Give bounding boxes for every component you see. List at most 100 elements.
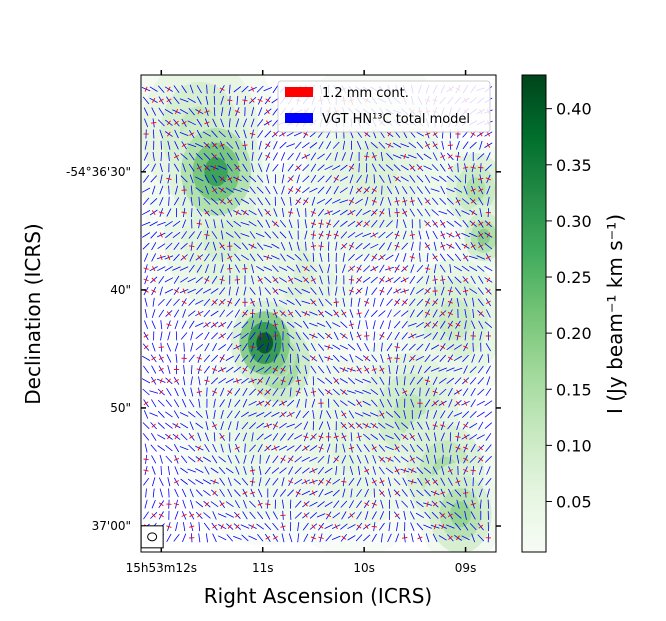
vgt-vector bbox=[356, 511, 362, 520]
vgt-vector bbox=[416, 208, 423, 217]
cont-vector bbox=[295, 199, 301, 204]
vgt-vector bbox=[272, 377, 279, 385]
vgt-vector bbox=[273, 297, 278, 307]
vgt-vector bbox=[362, 232, 372, 237]
vgt-vector bbox=[272, 163, 279, 172]
cont-vector bbox=[341, 423, 347, 428]
emission-peak bbox=[418, 462, 496, 552]
cont-vector bbox=[265, 503, 271, 505]
vgt-vector bbox=[335, 241, 338, 251]
cont-vector bbox=[356, 221, 362, 227]
vgt-vector bbox=[431, 176, 440, 182]
vgt-vector bbox=[144, 118, 149, 128]
vgt-vector bbox=[142, 232, 151, 238]
vgt-vector bbox=[416, 309, 424, 318]
cont-vector bbox=[310, 222, 317, 226]
vgt-vector bbox=[151, 163, 157, 172]
vgt-vector bbox=[302, 343, 309, 352]
vgt-vector bbox=[203, 298, 211, 306]
vgt-vector bbox=[416, 141, 424, 149]
vgt-vector bbox=[257, 219, 264, 228]
vgt-vector bbox=[234, 129, 240, 139]
cont-vector bbox=[143, 334, 149, 338]
vgt-vector bbox=[301, 456, 310, 462]
vgt-vector bbox=[159, 197, 164, 206]
cont-vector bbox=[220, 367, 224, 373]
vgt-vector bbox=[211, 253, 218, 262]
vgt-vector bbox=[213, 84, 216, 94]
vgt-vector bbox=[365, 286, 368, 296]
vgt-vector bbox=[438, 175, 447, 183]
vgt-vector bbox=[181, 85, 187, 94]
cont-vector bbox=[326, 222, 332, 226]
vgt-vector bbox=[228, 286, 231, 296]
vgt-vector bbox=[180, 467, 189, 474]
vgt-vector bbox=[145, 488, 147, 498]
cont-vector bbox=[455, 334, 461, 337]
cont-vector bbox=[257, 378, 263, 383]
cont-vector bbox=[272, 424, 278, 428]
vgt-vector bbox=[167, 365, 171, 375]
vgt-vector bbox=[463, 297, 468, 307]
cont-vector bbox=[266, 423, 270, 429]
cont-vector bbox=[204, 278, 210, 282]
vgt-vector bbox=[410, 533, 414, 543]
vgt-vector bbox=[455, 242, 461, 251]
cont-vector bbox=[356, 312, 362, 315]
cont-vector bbox=[318, 446, 324, 450]
vgt-vector bbox=[187, 277, 196, 283]
vgt-vector bbox=[182, 163, 186, 173]
vgt-vector bbox=[158, 275, 165, 284]
vgt-vector bbox=[402, 230, 407, 240]
vgt-vector bbox=[325, 534, 332, 542]
cont-vector bbox=[372, 210, 377, 215]
vgt-vector bbox=[255, 232, 265, 238]
vgt-vector bbox=[204, 253, 210, 262]
cont-vector bbox=[174, 120, 179, 125]
vgt-vector bbox=[378, 466, 385, 475]
vgt-vector bbox=[316, 198, 326, 204]
vgt-vector bbox=[418, 409, 422, 419]
vgt-vector bbox=[166, 342, 172, 352]
colorbar-tick-label: 0.05 bbox=[556, 492, 592, 511]
cont-vector bbox=[151, 379, 157, 383]
vgt-vector bbox=[271, 243, 280, 249]
cont-vector bbox=[426, 501, 429, 507]
vgt-vector bbox=[403, 410, 407, 419]
vgt-vector bbox=[332, 210, 341, 216]
cont-vector bbox=[250, 300, 256, 304]
vgt-vector bbox=[149, 390, 159, 394]
vgt-vector bbox=[423, 333, 432, 339]
vgt-vector bbox=[484, 164, 492, 172]
vgt-vector bbox=[424, 354, 431, 363]
x-tick-label: 11s bbox=[252, 561, 274, 575]
cont-vector bbox=[204, 210, 210, 215]
cont-vector bbox=[350, 366, 353, 373]
vgt-vector bbox=[477, 365, 484, 374]
vgt-vector bbox=[423, 524, 432, 529]
vgt-vector bbox=[151, 309, 156, 318]
vgt-vector bbox=[419, 252, 421, 262]
cont-vector bbox=[166, 120, 171, 126]
vgt-vector bbox=[279, 422, 287, 429]
vgt-vector bbox=[166, 354, 172, 363]
cont-vector bbox=[212, 143, 217, 148]
vgt-vector bbox=[347, 377, 356, 385]
cont-vector bbox=[318, 245, 324, 248]
cont-vector bbox=[303, 132, 309, 136]
vgt-vector bbox=[281, 208, 285, 218]
cont-vector bbox=[356, 435, 362, 438]
vgt-vector bbox=[342, 488, 346, 498]
cont-vector bbox=[333, 435, 339, 439]
vgt-vector bbox=[296, 241, 300, 251]
vgt-vector bbox=[150, 175, 157, 183]
vgt-vector bbox=[248, 412, 257, 417]
vgt-vector bbox=[461, 198, 470, 205]
vgt-vector bbox=[256, 186, 264, 194]
cont-vector bbox=[327, 210, 331, 216]
cont-vector bbox=[424, 132, 431, 136]
cont-vector bbox=[310, 211, 316, 214]
vgt-vector bbox=[325, 198, 333, 205]
vgt-vector bbox=[310, 265, 317, 273]
cont-vector bbox=[478, 233, 484, 237]
